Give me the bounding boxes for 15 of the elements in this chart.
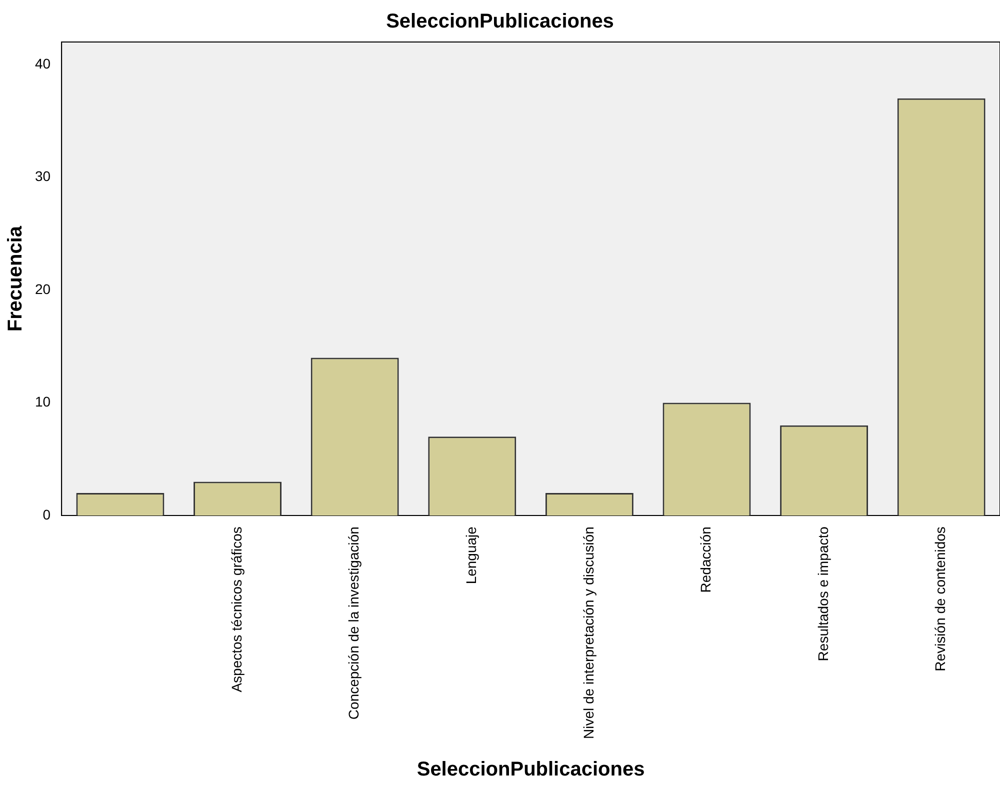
x-tick-label: Nivel de interpretación y discusión bbox=[580, 526, 596, 740]
x-tick-label: Resultados e impacto bbox=[814, 526, 831, 662]
x-tick-label: Concepción de la investigación bbox=[346, 526, 362, 720]
x-tick-label: Lenguaje bbox=[462, 526, 479, 584]
y-tick-label: 10 bbox=[34, 394, 51, 410]
chart-title: SeleccionPublicaciones bbox=[386, 10, 614, 33]
y-tick-label: 40 bbox=[34, 55, 51, 72]
y-axis-title: Frecuencia bbox=[4, 225, 27, 332]
x-tick-label: Redacción bbox=[698, 526, 714, 593]
x-tick-label: Aspectos técnicos gráficos bbox=[228, 526, 244, 692]
y-tick-label: 20 bbox=[34, 280, 51, 297]
x-axis-title: SeleccionPublicaciones bbox=[416, 758, 645, 781]
y-tick-label: 30 bbox=[34, 168, 51, 184]
x-tick-label: Revisión de contenidos bbox=[932, 526, 948, 672]
y-tick-label: 0 bbox=[42, 506, 51, 522]
